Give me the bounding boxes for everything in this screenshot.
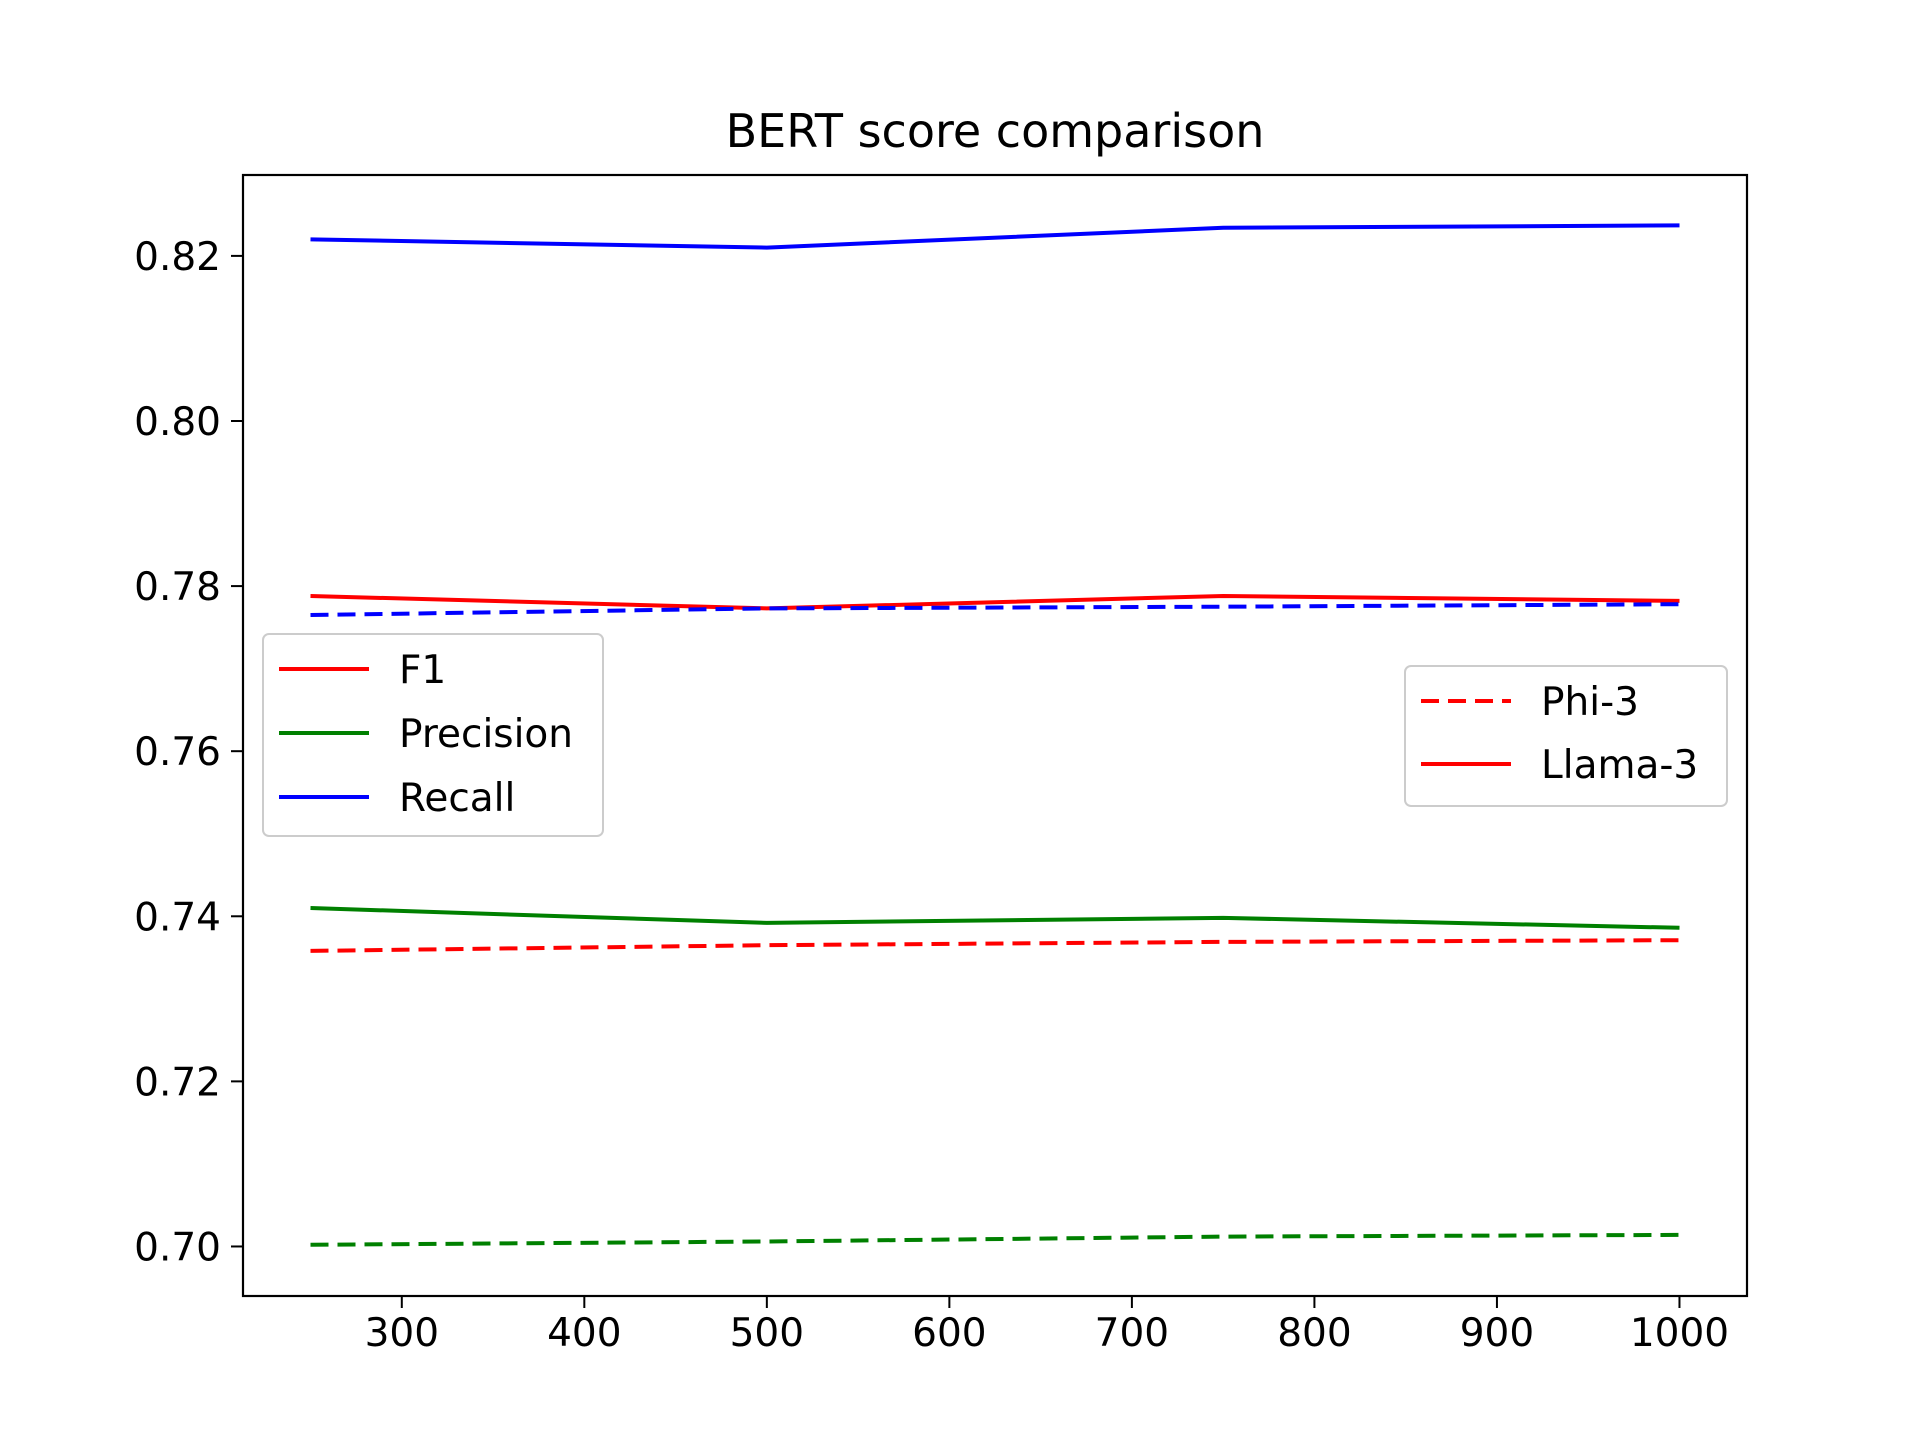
legend-label: Llama-3: [1541, 743, 1698, 788]
series-line-phi-3-recall: [310, 602, 1680, 617]
y-tick-label: 0.78: [134, 565, 221, 610]
y-tick-label: 0.72: [134, 1060, 221, 1105]
legend-label: Recall: [399, 776, 515, 821]
legend-label: F1: [399, 648, 446, 693]
chart-title: BERT score comparison: [726, 104, 1265, 158]
y-axis: 0.70 0.72 0.74 0.76 0.78 0.80 0.82: [134, 235, 243, 1270]
plot-area: 300 400 500 600 700 800 900 1000 0.700.720.740.…: [134, 173, 1749, 1356]
series-line-phi-3-f1: [310, 938, 1680, 953]
x-tick-label: 300: [365, 1311, 439, 1356]
series-line-llama-3-f1: [310, 594, 1680, 611]
x-axis: 300 400 500 600 700 800 900 1000: [365, 1296, 1729, 1356]
x-tick-label: 1000: [1630, 1311, 1729, 1356]
y-tick-label: 0.76: [134, 730, 221, 775]
legend-box: [262, 633, 604, 837]
x-tick-label: 500: [730, 1311, 804, 1356]
legend-center-left: F1 Precision Recall: [262, 633, 604, 837]
y-tick-label: 0.70: [134, 1225, 221, 1270]
legend-layer: F1 Precision Recall Phi-3 Llama-3: [262, 633, 1728, 837]
legend-center-right: Phi-3 Llama-3: [1404, 665, 1728, 807]
y-tick-label: 0.82: [134, 235, 221, 280]
series-line-phi-3-precision: [310, 1232, 1680, 1247]
series-line-llama-3-precision: [310, 906, 1680, 930]
legend-label: Phi-3: [1541, 680, 1639, 725]
y-tick-label: 0.74: [134, 895, 221, 940]
axes-frame: [241, 173, 1749, 1298]
x-tick-label: 700: [1095, 1311, 1169, 1356]
series-line-llama-3-recall: [310, 223, 1680, 250]
y-tick-label: 0.80: [134, 400, 221, 445]
x-tick-label: 800: [1277, 1311, 1351, 1356]
x-tick-label: 600: [912, 1311, 986, 1356]
x-tick-label: 900: [1460, 1311, 1534, 1356]
legend-label: Precision: [399, 712, 573, 757]
x-tick-label: 400: [547, 1311, 621, 1356]
series-layer: [310, 223, 1680, 1247]
